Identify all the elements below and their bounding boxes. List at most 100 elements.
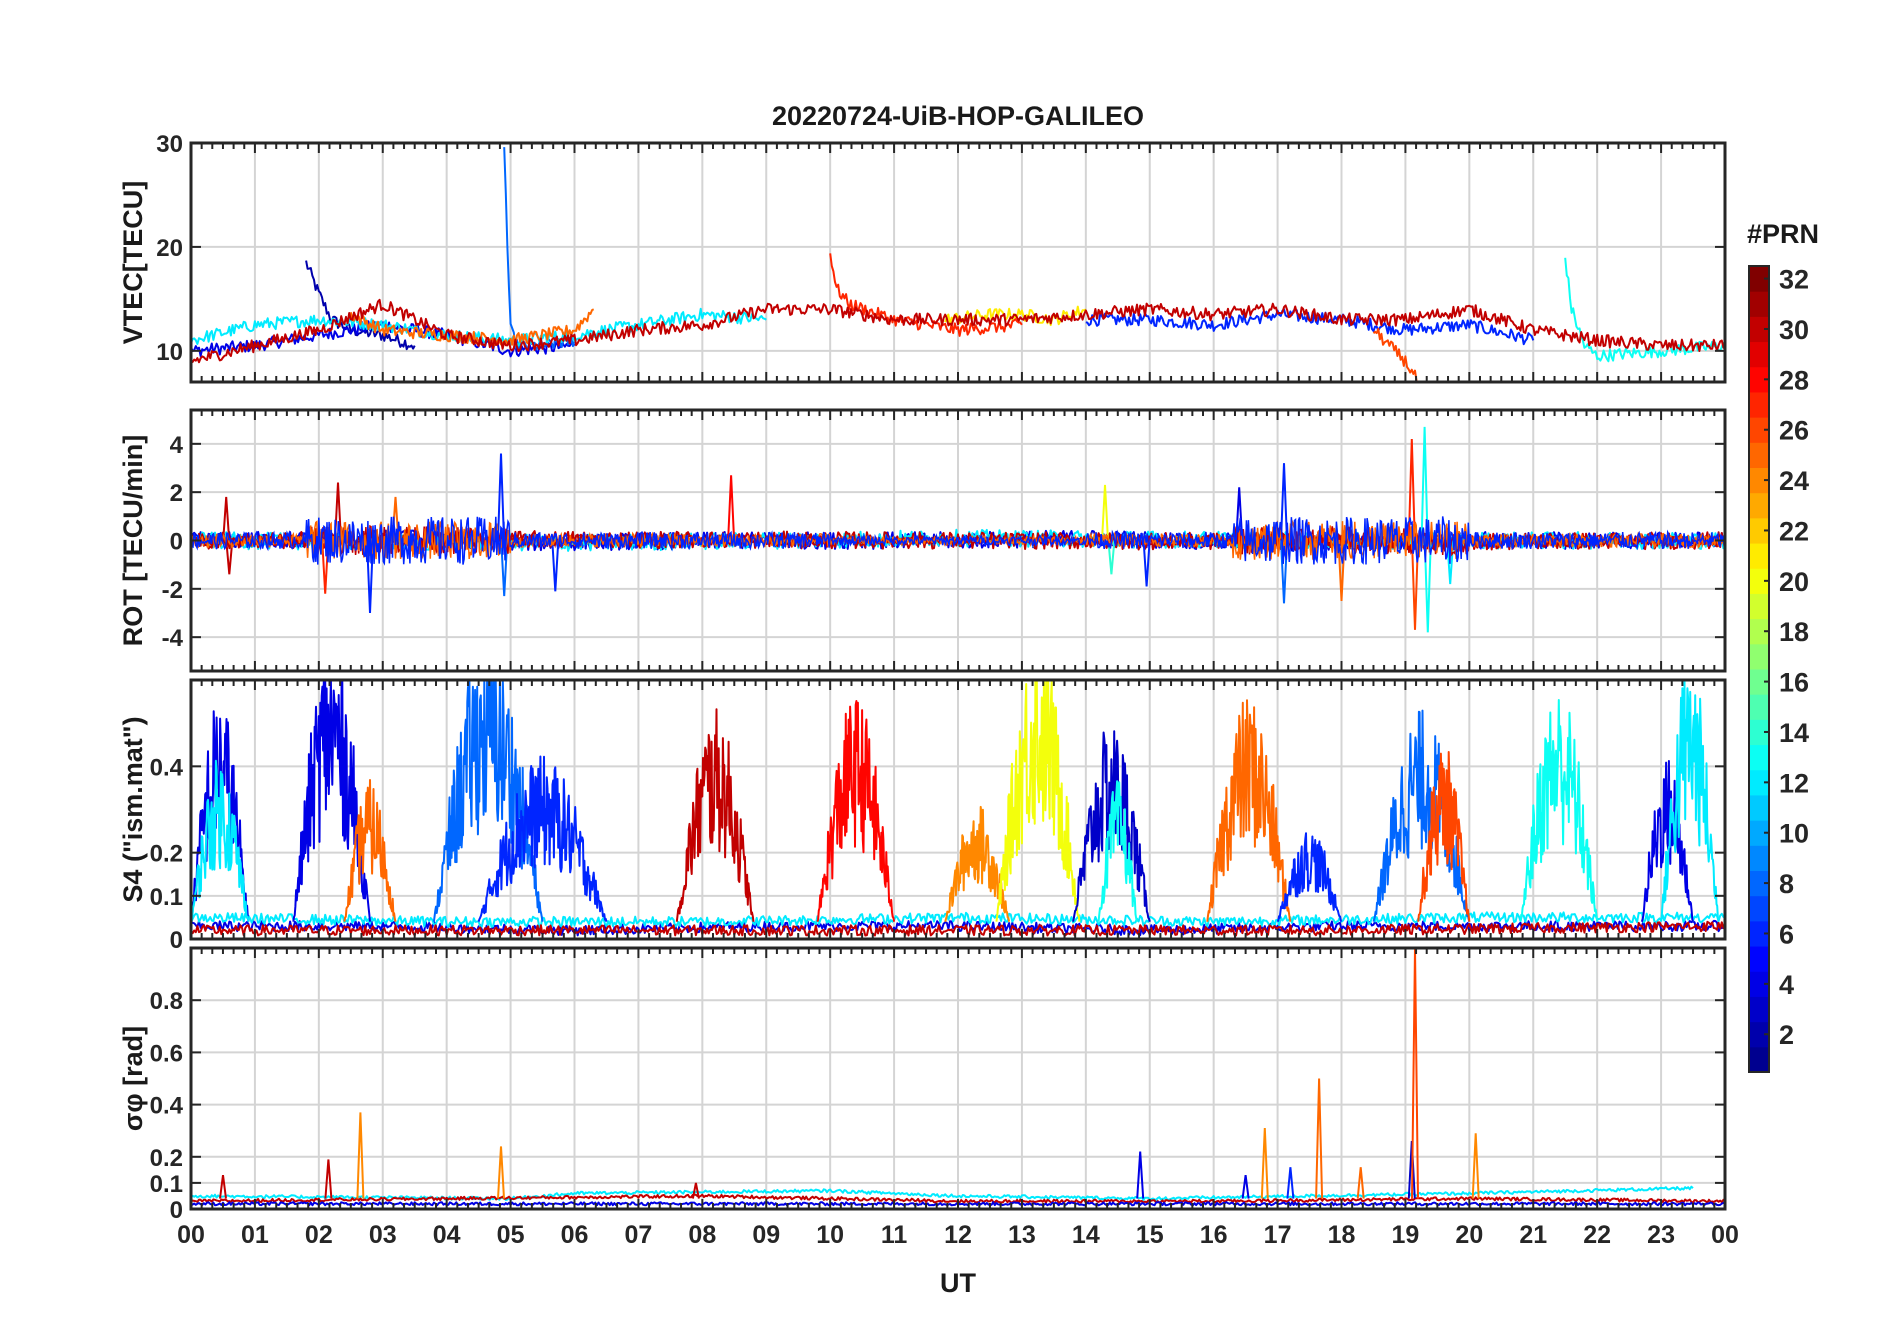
rot-spike-prn-8 bbox=[1280, 540, 1288, 604]
sigma_phi-spike-prn-24 bbox=[1471, 1133, 1480, 1199]
sigma_phi-spike-prn-30 bbox=[691, 1182, 700, 1199]
colorbar-tick-label: 20 bbox=[1779, 567, 1809, 597]
s4-burst-prn-4 bbox=[191, 710, 250, 922]
rot-spike-prn-8 bbox=[500, 540, 509, 597]
panel-rot: 4 2 0 -2 -4 ROT [TECU/min] bbox=[118, 408, 1727, 673]
x-tick-label: 12 bbox=[944, 1221, 972, 1249]
colorbar-segment bbox=[1749, 946, 1769, 972]
rot-spike-prn-26 bbox=[1411, 540, 1419, 630]
colorbar-segment bbox=[1749, 618, 1769, 645]
s4-burst-prn-4 bbox=[1640, 760, 1694, 922]
panel-vtec: 10 20 30 VTEC[TECU] bbox=[118, 131, 1727, 384]
y-tick-label: 0.1 bbox=[150, 1171, 183, 1198]
colorbar-tick-label: 26 bbox=[1779, 416, 1809, 446]
colorbar-segment bbox=[1749, 341, 1769, 368]
x-tick-label: 07 bbox=[625, 1221, 653, 1249]
colorbar-segment bbox=[1749, 543, 1769, 569]
vtec-series-prn-12 bbox=[191, 307, 767, 347]
x-tick-label: 00 bbox=[1711, 1221, 1739, 1249]
colorbar-segment bbox=[1749, 971, 1769, 997]
y-tick-label: 0.4 bbox=[150, 1093, 184, 1120]
s4-burst-prn-28 bbox=[816, 700, 896, 923]
x-axis: 00 01 02 03 04 05 06 07 08 09 10 11 12 13 14 15 16 17 18 19… bbox=[177, 1221, 1739, 1249]
vtec-series-prn-26 bbox=[1372, 327, 1419, 382]
s4-burst-prn-24 bbox=[944, 805, 1011, 922]
colorbar-segment bbox=[1749, 291, 1769, 317]
colorbar-label: #PRN bbox=[1747, 219, 1819, 249]
colorbar-segment bbox=[1749, 870, 1769, 897]
x-tick-label: 17 bbox=[1264, 1221, 1292, 1249]
rot-spike-prn-27 bbox=[1407, 438, 1416, 541]
colorbar-tick-label: 32 bbox=[1779, 265, 1809, 295]
x-tick-label: 00 bbox=[177, 1221, 205, 1249]
rot-spike-prn-13 bbox=[1423, 540, 1432, 633]
vtec-ticks bbox=[190, 143, 1726, 382]
rot-spike-prn-30 bbox=[222, 496, 231, 541]
colorbar-segment bbox=[1749, 366, 1769, 393]
x-tick-label: 03 bbox=[369, 1221, 397, 1249]
colorbar-frame bbox=[1748, 265, 1770, 1073]
sigma_phi-spike-prn-4 bbox=[1136, 1151, 1145, 1199]
colorbar-segment bbox=[1749, 794, 1769, 821]
sigma_phi-ticks bbox=[190, 948, 1726, 1209]
colorbar-tick-label: 6 bbox=[1779, 919, 1794, 949]
rot-spike-prn-6 bbox=[1280, 463, 1288, 541]
x-tick-label: 01 bbox=[241, 1221, 269, 1249]
colorbar-segment bbox=[1749, 719, 1769, 746]
s4-burst-prn-6 bbox=[477, 755, 608, 923]
colorbar-segment bbox=[1749, 820, 1769, 846]
sigma_phi-spike-prn-25 bbox=[1356, 1167, 1365, 1199]
colorbar-segment bbox=[1749, 694, 1769, 720]
colorbar-tick-label: 10 bbox=[1779, 819, 1809, 849]
sigma_phi-spike-prn-26 bbox=[1411, 948, 1419, 1199]
rot-y-label: ROT [TECU/min] bbox=[118, 435, 148, 646]
sigma_phi-spike-prn-30 bbox=[324, 1159, 333, 1199]
vtec-series-prn-25 bbox=[349, 308, 595, 347]
x-tick-label: 04 bbox=[433, 1221, 461, 1249]
x-tick-label: 13 bbox=[1008, 1221, 1036, 1249]
vtec-y-label: VTEC[TECU] bbox=[118, 181, 148, 345]
s4-burst-prn-6 bbox=[1276, 832, 1343, 923]
x-tick-label: 02 bbox=[305, 1221, 333, 1249]
colorbar-segment bbox=[1749, 517, 1769, 544]
colorbar-tick-label: 4 bbox=[1779, 970, 1794, 1000]
panel-sigma_phi: 00.10.2 0.4 0.6 0.8σφ [rad] bbox=[118, 946, 1727, 1224]
y-tick-label: 0.8 bbox=[150, 988, 183, 1015]
x-tick-label: 23 bbox=[1647, 1221, 1675, 1249]
colorbar-tick-label: 16 bbox=[1779, 668, 1809, 698]
rot-spike-prn-6 bbox=[366, 540, 374, 614]
x-tick-label: 15 bbox=[1136, 1221, 1164, 1249]
x-tick-label: 14 bbox=[1072, 1221, 1100, 1249]
colorbar-segment bbox=[1749, 391, 1769, 418]
x-tick-label: 22 bbox=[1583, 1221, 1611, 1249]
vtec-series-prn-2 bbox=[305, 260, 416, 351]
y-tick-label: 20 bbox=[156, 235, 183, 262]
y-tick-label: 0.2 bbox=[150, 1145, 183, 1172]
colorbar-segment bbox=[1749, 769, 1769, 796]
x-tick-label: 16 bbox=[1200, 1221, 1228, 1249]
x-axis-label: UT bbox=[940, 1268, 976, 1298]
colorbar-segment bbox=[1749, 266, 1769, 292]
colorbar-segment bbox=[1749, 845, 1769, 871]
colorbar-tick-label: 14 bbox=[1779, 718, 1809, 748]
rot-spike-prn-30 bbox=[334, 482, 342, 541]
panel-s4: 0 0.1 0.2 0.4S4 ("ism.mat") bbox=[118, 678, 1727, 954]
colorbar-segment bbox=[1749, 996, 1769, 1023]
rot-spike-prn-6 bbox=[497, 453, 505, 541]
sigma_phi-spike-prn-24 bbox=[1260, 1128, 1269, 1199]
chart-title: 20220724-UiB-HOP-GALILEO bbox=[772, 101, 1144, 131]
colorbar-segment bbox=[1749, 643, 1769, 670]
rot-series-group bbox=[191, 426, 1725, 633]
s4-burst-prn-30 bbox=[675, 708, 755, 922]
s4-burst-prn-12 bbox=[191, 759, 250, 923]
sigma_phi-y-label: σφ [rad] bbox=[118, 1026, 148, 1131]
y-tick-label: 4 bbox=[170, 432, 184, 459]
x-tick-label: 09 bbox=[752, 1221, 780, 1249]
colorbar-segment bbox=[1749, 669, 1769, 695]
rot-spike-prn-13 bbox=[1420, 426, 1429, 541]
colorbar-segment bbox=[1749, 1021, 1769, 1048]
s4-burst-prn-26 bbox=[1417, 751, 1471, 922]
rot-spike-prn-30 bbox=[225, 540, 234, 575]
